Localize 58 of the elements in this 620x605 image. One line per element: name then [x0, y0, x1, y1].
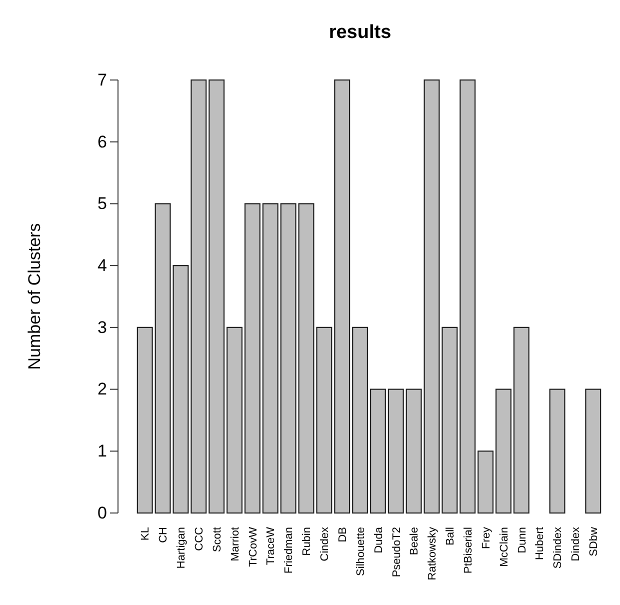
bar	[334, 79, 350, 514]
y-tick-label: 5	[98, 194, 107, 214]
bar	[585, 388, 602, 514]
bar	[513, 326, 530, 514]
y-tick-label: 7	[98, 70, 107, 90]
x-tick-label: Ratkowsky	[426, 526, 439, 580]
bar	[226, 326, 243, 514]
x-tick-label: Frey	[480, 526, 492, 549]
bar	[136, 326, 153, 514]
x-tick-label: Hubert	[534, 527, 546, 560]
bar	[442, 326, 458, 514]
bar	[298, 203, 314, 514]
bar	[244, 203, 260, 514]
x-tick-label: KL	[140, 527, 152, 540]
y-tick-label: 0	[98, 503, 107, 522]
bar	[280, 203, 296, 514]
bar	[352, 326, 368, 514]
bar	[316, 326, 332, 514]
x-tick-label: Dunn	[516, 527, 528, 554]
x-tick-label: Hartigan	[176, 527, 188, 569]
x-tick-label: TrCovW	[247, 526, 260, 567]
chart-title: results	[328, 22, 392, 43]
x-tick-label: Scott	[211, 527, 224, 552]
x-tick-label: SDindex	[552, 526, 564, 569]
bar	[406, 388, 422, 514]
y-tick-label: 3	[98, 318, 107, 337]
bar	[478, 450, 494, 514]
y-tick-label: 2	[98, 380, 107, 399]
bar	[262, 203, 278, 514]
bar	[495, 388, 512, 514]
x-tick-label: Beale	[408, 527, 421, 556]
x-tick-label: DB	[336, 527, 349, 542]
x-tick-label: Ball	[444, 527, 457, 546]
x-tick-label: CCC	[194, 526, 206, 551]
x-tick-label: Cindex	[319, 526, 332, 562]
bar	[370, 388, 386, 514]
x-tick-label: Marriot	[229, 527, 242, 562]
x-tick-label: Rubin	[301, 527, 314, 556]
y-tick-label: 1	[98, 442, 107, 461]
y-tick-label: 6	[98, 132, 107, 152]
x-tick-label: TraceW	[265, 526, 278, 566]
x-tick-label: Friedman	[283, 527, 296, 574]
bar	[424, 79, 440, 514]
x-tick-label: Silhouette	[354, 527, 367, 576]
x-tick-label: CH	[158, 526, 170, 543]
bar	[549, 388, 566, 514]
bar	[208, 79, 225, 514]
bar	[460, 79, 476, 514]
x-tick-label: Dindex	[570, 526, 582, 562]
x-tick-label: SDbw	[588, 526, 600, 556]
y-axis-title: Number of Clusters	[25, 223, 44, 370]
x-tick-label: McClain	[498, 527, 510, 567]
bar	[388, 388, 404, 514]
bar	[190, 79, 207, 514]
x-tick-label: Duda	[372, 526, 385, 554]
y-tick-label: 4	[98, 256, 107, 276]
x-tick-label: PtBiserial	[462, 527, 474, 574]
x-tick-label: PseudoT2	[390, 527, 403, 578]
